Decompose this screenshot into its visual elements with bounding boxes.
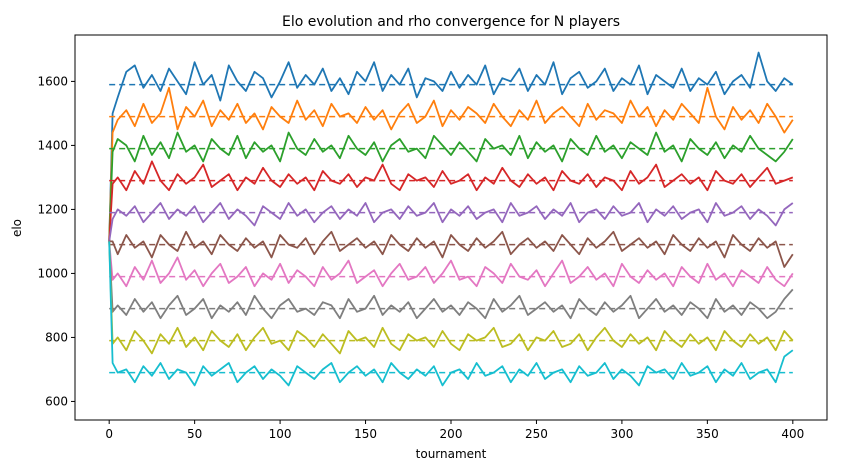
x-tick-label: 350 xyxy=(696,427,719,441)
series-line-6 xyxy=(109,230,794,268)
series-line-2 xyxy=(108,86,794,242)
y-tick-label: 1200 xyxy=(37,202,68,216)
axes-border xyxy=(74,34,828,421)
series-line-4 xyxy=(108,160,794,242)
x-tick-label: 300 xyxy=(610,427,633,441)
y-tick-label: 600 xyxy=(45,394,68,408)
series-line-10 xyxy=(108,241,794,387)
x-tick-label: 0 xyxy=(105,427,113,441)
x-axis-label: tournament xyxy=(416,447,487,461)
axes-frame xyxy=(74,34,828,421)
x-tick-label: 50 xyxy=(187,427,202,441)
series-line-7 xyxy=(108,241,794,288)
y-tick-label: 1000 xyxy=(37,266,68,280)
x-tick-label: 100 xyxy=(269,427,292,441)
y-tick-label: 1600 xyxy=(37,74,68,88)
series-line-5 xyxy=(108,202,794,242)
x-tick-label: 200 xyxy=(440,427,463,441)
y-tick-label: 1400 xyxy=(37,138,68,152)
plot-lines xyxy=(108,51,794,387)
series-line-9 xyxy=(108,241,794,355)
x-tick-label: 150 xyxy=(354,427,377,441)
y-tick-label: 800 xyxy=(45,330,68,344)
series-line-1 xyxy=(108,51,794,242)
series-line-3 xyxy=(108,131,794,242)
ticks: 0 50 100 150 200 250 300 350 400 600 800 1000 1200 14… xyxy=(37,74,804,441)
x-tick-label: 400 xyxy=(781,427,804,441)
series-line-8 xyxy=(108,241,794,320)
y-axis-label: elo xyxy=(10,219,24,237)
chart-title: Elo evolution and rho convergence for N … xyxy=(282,14,620,30)
x-tick-label: 250 xyxy=(525,427,548,441)
